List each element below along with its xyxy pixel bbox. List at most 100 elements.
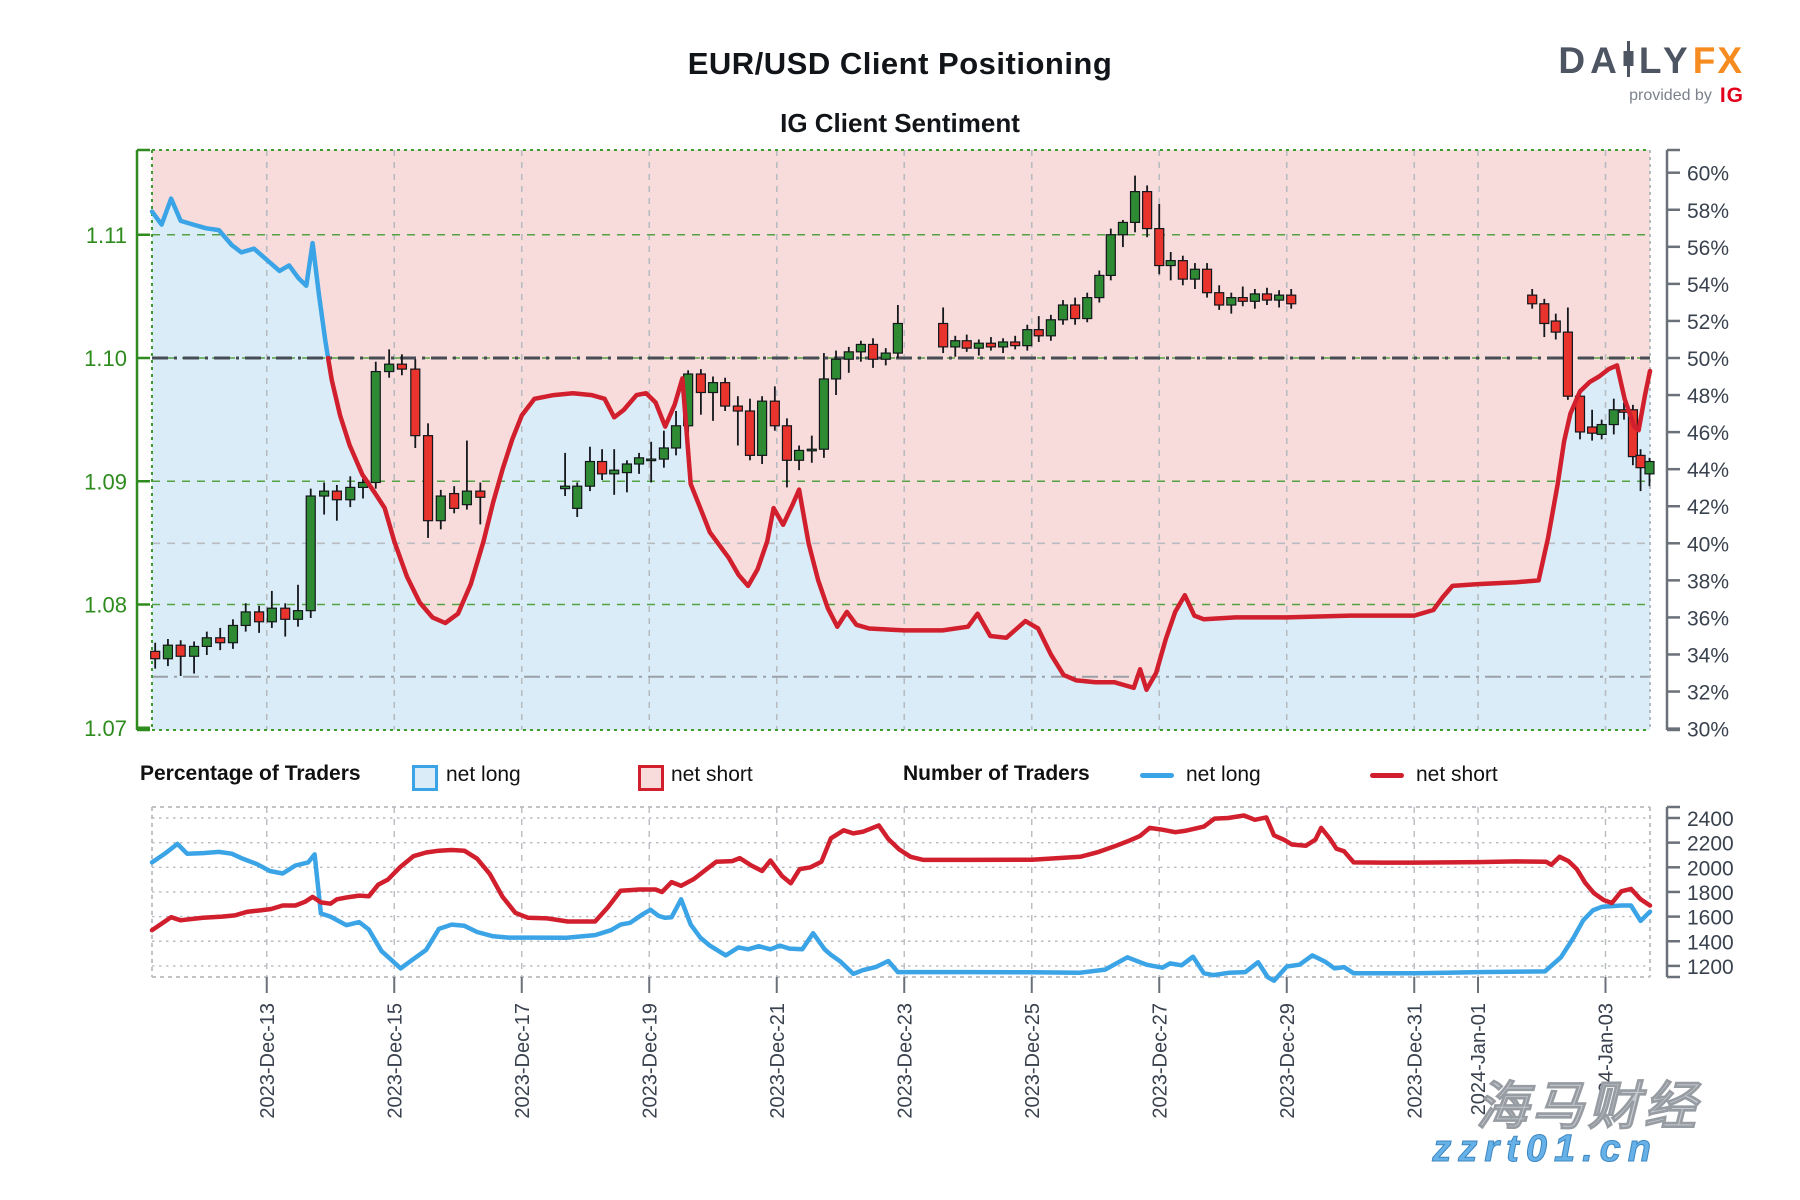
logo-text-fx: FX: [1692, 40, 1744, 81]
candle-body: [266, 607, 277, 623]
date-tick-label: 2023-Dec-19: [639, 1003, 661, 1119]
candle: [201, 631, 212, 656]
candle-body: [475, 490, 486, 498]
candle: [572, 482, 583, 517]
candle-body: [584, 460, 596, 487]
candle: [1189, 263, 1201, 289]
sentiment-region-fills: [152, 150, 1650, 731]
candle: [658, 430, 670, 468]
candle-body: [1214, 292, 1225, 306]
candle-body: [449, 492, 460, 509]
candle: [1154, 203, 1165, 275]
candle-body: [396, 363, 407, 370]
candle: [985, 337, 997, 351]
candle: [331, 484, 342, 521]
traders-axis-tick-label: 1600: [1687, 907, 1734, 930]
candle-body: [880, 352, 891, 360]
candle-body: [843, 351, 854, 360]
date-tick-label: 2023-Dec-23: [894, 1003, 916, 1119]
candle-body: [461, 490, 473, 506]
candle: [1527, 288, 1538, 309]
candle: [997, 338, 1009, 354]
pct-axis-tick-label: 30%: [1687, 719, 1729, 742]
candle: [1069, 297, 1081, 325]
candle: [707, 376, 719, 421]
candle: [305, 488, 316, 619]
candle-body: [435, 495, 446, 522]
price-axis-tick-label: 1.09: [84, 469, 127, 494]
pct-axis-tick-label: 44%: [1687, 459, 1729, 482]
candle-body: [572, 485, 583, 509]
candle-body: [1608, 409, 1619, 426]
price-axis-tick-label: 1.10: [84, 346, 127, 371]
pct-axis-right: 30% 32% 34% 36% 38% 40% 42% 44% 46% 48% 50% 52% 54% 5…: [1665, 148, 1729, 742]
candle-body: [1177, 260, 1188, 280]
sentiment-line-net-short-majority: [325, 355, 1653, 692]
date-tick-label: 2023-Dec-21: [767, 1003, 789, 1119]
candle-body: [305, 495, 316, 612]
candle: [1142, 185, 1153, 238]
candle-body: [1644, 460, 1655, 475]
candle-body: [1165, 260, 1176, 267]
pct-axis-tick-label: 50%: [1687, 348, 1729, 371]
chart-subtitle: IG Client Sentiment: [780, 108, 1020, 138]
candle: [1105, 228, 1116, 281]
candle: [961, 334, 972, 352]
candle-body: [985, 342, 997, 348]
date-tick-label: 2023-Dec-17: [512, 1003, 534, 1119]
traders-axis-tick-label: 2200: [1687, 833, 1734, 856]
price-axis-left: 1.07 1.08 1.09 1.10 1.11: [84, 148, 150, 741]
candle: [609, 449, 620, 495]
candle: [867, 338, 879, 368]
date-tick-label: 2024-Jan-01: [1468, 1003, 1490, 1115]
candle: [950, 335, 961, 357]
candle-body: [609, 469, 620, 475]
dailyfx-logo: DA LY FX provided by IG: [1558, 40, 1744, 108]
candle-body: [1550, 320, 1561, 333]
candle: [150, 642, 161, 669]
candle-body: [1273, 294, 1285, 301]
candle-body: [633, 457, 645, 465]
net-long-region-fill: [152, 198, 1650, 731]
candle: [1082, 292, 1093, 323]
legend-swatch-net-short-line: [1370, 773, 1404, 778]
logo-provided-by: provided by: [1629, 87, 1712, 104]
candle: [292, 584, 304, 627]
date-tick-label: 2023-Dec-15: [384, 1003, 406, 1119]
candle: [1261, 287, 1273, 306]
traders-axis-tick-label: 1400: [1687, 931, 1734, 954]
candle: [1033, 316, 1044, 342]
candle-body: [331, 490, 342, 501]
candle-body: [1249, 293, 1260, 302]
sentiment-line-net-long-majority: [149, 196, 331, 361]
candle-body: [1010, 341, 1021, 347]
candle-body: [1286, 294, 1297, 305]
candlestick-series: [150, 175, 1655, 676]
candle: [646, 441, 657, 483]
candle-body: [1596, 423, 1607, 436]
candle: [732, 396, 743, 446]
candle-body: [695, 373, 706, 394]
candle: [1249, 288, 1260, 309]
legend-swatch-net-long-line: [1140, 773, 1174, 778]
candle: [1214, 285, 1225, 310]
candle-body: [150, 650, 161, 660]
candle: [1627, 404, 1639, 466]
pct-axis-tick-label: 32%: [1687, 682, 1729, 705]
logo-text-ly: LY: [1638, 40, 1693, 81]
candle: [188, 641, 200, 674]
traders-axis-tick-label: 1800: [1687, 882, 1734, 905]
traders-axis-tick-label: 2400: [1687, 808, 1734, 831]
candle-body: [254, 611, 265, 623]
candle-body: [720, 382, 731, 407]
candle: [973, 339, 984, 356]
candle: [345, 476, 356, 508]
traders-axis-tick-label: 1200: [1687, 956, 1734, 979]
candle: [1010, 335, 1021, 350]
candle: [384, 349, 395, 378]
pct-axis-tick-label: 56%: [1687, 237, 1729, 260]
candle: [806, 435, 817, 463]
candle: [370, 361, 381, 489]
candle: [855, 340, 867, 362]
